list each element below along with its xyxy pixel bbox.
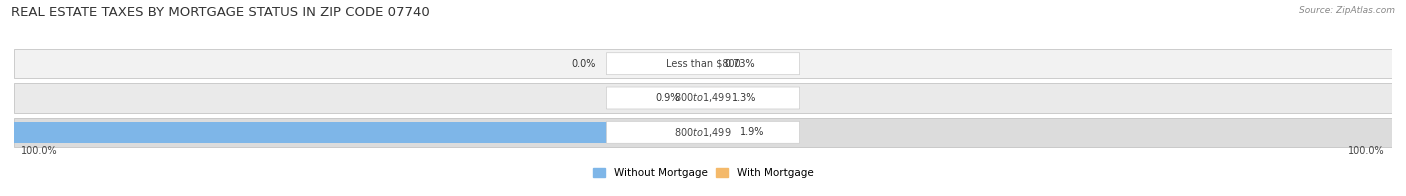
Text: REAL ESTATE TAXES BY MORTGAGE STATUS IN ZIP CODE 07740: REAL ESTATE TAXES BY MORTGAGE STATUS IN … bbox=[11, 6, 430, 19]
Bar bbox=[14, 49, 1392, 78]
Bar bbox=[14, 83, 1392, 113]
Text: $800 to $1,499: $800 to $1,499 bbox=[675, 92, 731, 104]
Text: 0.73%: 0.73% bbox=[724, 59, 755, 69]
Text: 100.0%: 100.0% bbox=[21, 146, 58, 156]
Text: $800 to $1,499: $800 to $1,499 bbox=[675, 126, 731, 139]
Bar bbox=[703, 87, 721, 109]
Text: 0.0%: 0.0% bbox=[571, 59, 596, 69]
Text: 1.3%: 1.3% bbox=[733, 93, 756, 103]
Bar bbox=[703, 122, 730, 143]
Legend: Without Mortgage, With Mortgage: Without Mortgage, With Mortgage bbox=[593, 168, 813, 178]
FancyBboxPatch shape bbox=[606, 121, 800, 143]
Bar bbox=[690, 87, 703, 109]
Text: Source: ZipAtlas.com: Source: ZipAtlas.com bbox=[1299, 6, 1395, 15]
Text: 0.9%: 0.9% bbox=[655, 93, 679, 103]
FancyBboxPatch shape bbox=[606, 53, 800, 75]
Bar bbox=[703, 53, 713, 74]
Bar bbox=[0, 122, 703, 143]
Bar bbox=[14, 118, 1392, 147]
FancyBboxPatch shape bbox=[606, 87, 800, 109]
Text: Less than $800: Less than $800 bbox=[665, 59, 741, 69]
Text: 1.9%: 1.9% bbox=[740, 127, 765, 137]
Text: 100.0%: 100.0% bbox=[1348, 146, 1385, 156]
